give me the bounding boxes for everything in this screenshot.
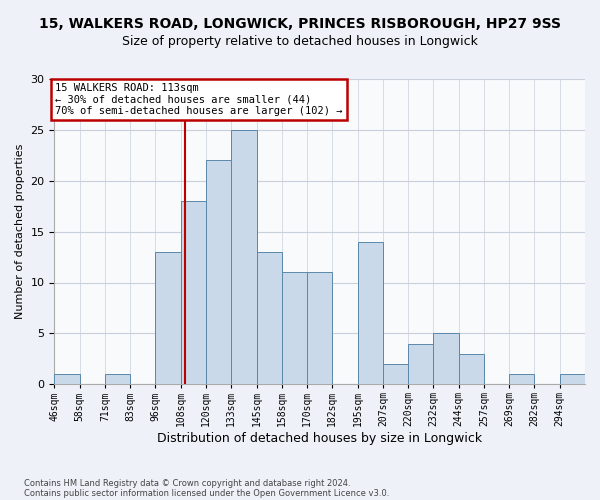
Bar [181,201,206,384]
Bar [458,354,484,384]
Text: Contains HM Land Registry data © Crown copyright and database right 2024.: Contains HM Land Registry data © Crown c… [24,478,350,488]
Bar [408,344,433,384]
Bar [55,374,80,384]
Bar [282,272,307,384]
Bar [105,374,130,384]
Bar [560,374,585,384]
Bar [358,242,383,384]
Bar [155,252,181,384]
Bar [231,130,257,384]
Text: Size of property relative to detached houses in Longwick: Size of property relative to detached ho… [122,35,478,48]
Bar [509,374,535,384]
Bar [206,160,231,384]
Bar [433,334,458,384]
X-axis label: Distribution of detached houses by size in Longwick: Distribution of detached houses by size … [157,432,482,445]
Y-axis label: Number of detached properties: Number of detached properties [15,144,25,320]
Text: 15 WALKERS ROAD: 113sqm
← 30% of detached houses are smaller (44)
70% of semi-de: 15 WALKERS ROAD: 113sqm ← 30% of detache… [55,83,343,116]
Text: Contains public sector information licensed under the Open Government Licence v3: Contains public sector information licen… [24,488,389,498]
Text: 15, WALKERS ROAD, LONGWICK, PRINCES RISBOROUGH, HP27 9SS: 15, WALKERS ROAD, LONGWICK, PRINCES RISB… [39,18,561,32]
Bar [307,272,332,384]
Bar [257,252,282,384]
Bar [383,364,408,384]
